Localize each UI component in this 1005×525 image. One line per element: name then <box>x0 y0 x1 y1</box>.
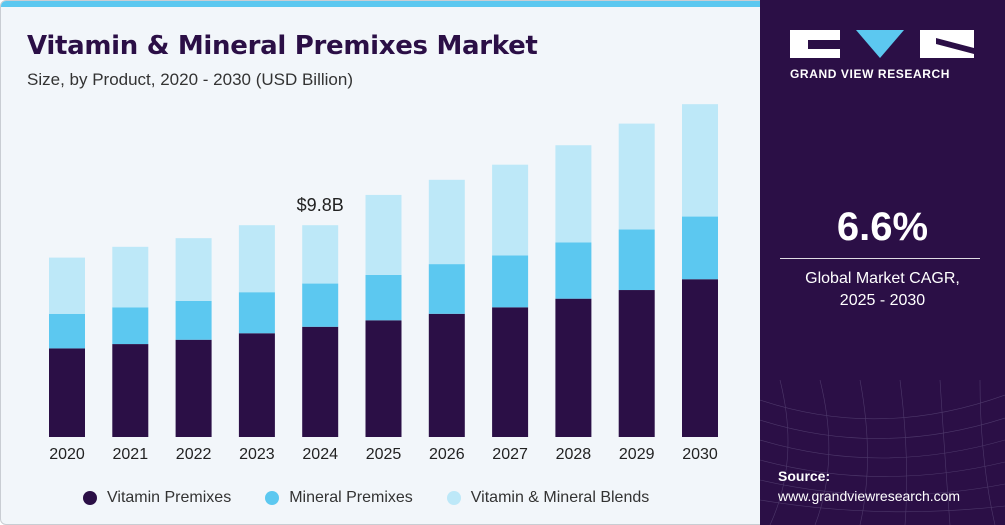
bar-segment-2021-2 <box>112 246 149 308</box>
x-tick-label: 2028 <box>556 446 592 463</box>
bar-segment-2021-0 <box>112 344 149 437</box>
legend-swatch <box>83 491 97 505</box>
bar-segment-2022-0 <box>175 339 212 437</box>
sidebar-panel: GRAND VIEW RESEARCH 6.6% Global Market C… <box>760 0 1005 525</box>
accent-bar <box>1 1 761 7</box>
brand-name: GRAND VIEW RESEARCH <box>790 67 951 81</box>
legend-label: Vitamin Premixes <box>107 489 232 506</box>
bar-segment-2024-1 <box>302 283 339 327</box>
bar-segment-2027-1 <box>492 255 529 308</box>
bar-segment-2026-2 <box>428 179 465 265</box>
legend-label: Vitamin & Mineral Blends <box>470 489 650 506</box>
cagr-label-line2: 2025 - 2030 <box>839 292 926 309</box>
cagr-label-line1: Global Market CAGR, <box>805 270 960 287</box>
brand-logo-icon <box>790 30 974 58</box>
bar-segment-2029-0 <box>618 290 655 437</box>
bar-segment-2025-1 <box>365 274 402 321</box>
legend-swatch <box>446 491 461 505</box>
bar-segment-2022-1 <box>175 300 212 340</box>
cagr-value: 6.6% <box>836 205 929 249</box>
chart-panel: Vitamin & Mineral Premixes Market Size, … <box>1 7 761 524</box>
cagr-divider <box>780 258 980 259</box>
bar-segment-2028-2 <box>555 145 592 243</box>
bar-chart: 2020 2021 2022 2023 2024 $9.8B 2025 2026 2027 202… <box>49 104 718 463</box>
x-tick-label: 2020 <box>49 446 85 463</box>
x-tick-label: 2024 <box>302 446 338 463</box>
cagr-label: Global Market CAGR, 2025 - 2030 <box>760 268 1005 312</box>
source-url: www.grandviewresearch.com <box>778 488 961 504</box>
bar-segment-2030-0 <box>682 279 718 437</box>
bar-segment-2029-1 <box>618 229 655 291</box>
x-tick-label: 2025 <box>366 446 402 463</box>
bar-segment-2022-2 <box>175 238 212 301</box>
bar-segment-2027-0 <box>492 307 529 437</box>
x-tick-label: 2026 <box>429 446 465 463</box>
bar-segment-2030-1 <box>682 216 718 280</box>
legend-label: Mineral Premixes <box>289 489 413 506</box>
bar-segment-2026-1 <box>428 264 465 314</box>
bar-annotation-label: $9.8B <box>297 195 344 215</box>
chart-title: Vitamin & Mineral Premixes Market <box>27 31 538 61</box>
source-label: Source: <box>778 468 831 484</box>
bar-segment-2029-2 <box>618 123 655 230</box>
bar-segment-2023-0 <box>238 333 275 437</box>
bar-segment-2023-1 <box>238 292 275 334</box>
x-tick-label: 2023 <box>239 446 275 463</box>
legend-item: Vitamin & Mineral Blends <box>446 489 650 507</box>
bar-segment-2028-1 <box>555 242 592 299</box>
bar-segment-2024-2 <box>302 225 339 284</box>
x-tick-label: 2030 <box>682 446 718 463</box>
x-tick-label: 2029 <box>619 446 655 463</box>
bar-segment-2025-0 <box>365 320 402 437</box>
x-tick-label: 2027 <box>492 446 528 463</box>
legend-swatch <box>265 491 280 505</box>
chart-subtitle: Size, by Product, 2020 - 2030 (USD Billi… <box>27 70 353 89</box>
decorative-grid <box>760 380 1005 525</box>
legend-item: Mineral Premixes <box>265 489 413 507</box>
x-tick-label: 2022 <box>176 446 212 463</box>
bar-segment-2028-0 <box>555 298 592 437</box>
legend-item: Vitamin Premixes <box>83 489 231 507</box>
bar-segment-2025-2 <box>365 194 402 275</box>
bar-segment-2020-2 <box>49 257 85 314</box>
x-tick-label: 2021 <box>113 446 149 463</box>
bar-segment-2027-2 <box>492 164 529 256</box>
bar-segment-2026-0 <box>428 313 465 437</box>
bar-segment-2021-1 <box>112 307 149 345</box>
bar-segment-2020-1 <box>49 313 85 349</box>
bar-segment-2023-2 <box>238 225 275 293</box>
chart-legend: Vitamin Premixes Mineral Premixes Vitamin … <box>83 487 683 509</box>
bar-segment-2024-0 <box>302 326 339 437</box>
source-block: Source: www.grandviewresearch.com <box>778 466 960 506</box>
bar-segment-2030-2 <box>682 104 718 217</box>
bar-segment-2020-0 <box>49 348 85 437</box>
